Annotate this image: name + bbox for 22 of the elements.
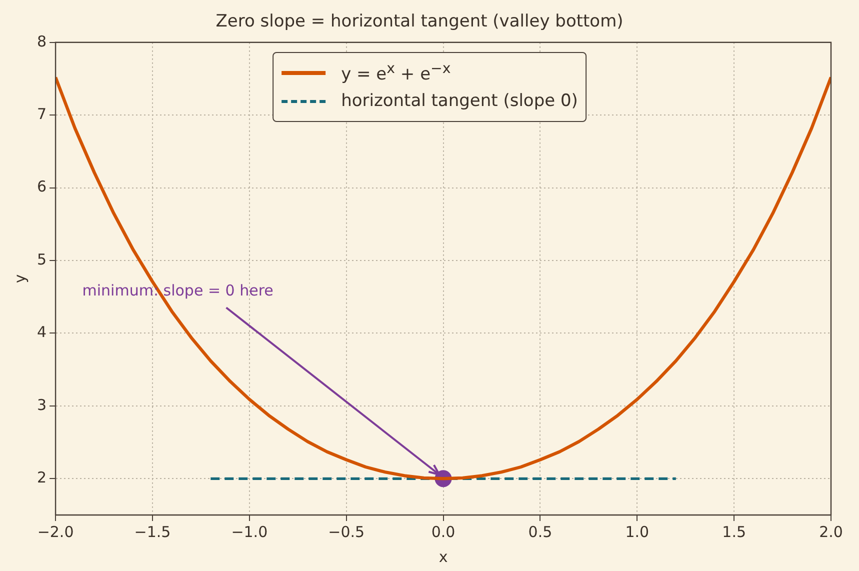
x-tick-label: 1.0 [625,522,650,541]
x-tick-label: 1.5 [722,522,746,541]
x-tick-label: −2.0 [37,522,74,541]
x-tick-label: 0.5 [528,522,552,541]
x-tick-label: −0.5 [328,522,365,541]
y-tick-label: 6 [36,178,47,196]
chart-title: Zero slope = horizontal tangent (valley bottom) [216,12,624,32]
x-tick-label: 0.0 [431,522,456,541]
y-tick-label: 2 [36,468,47,487]
y-axis-title: y [10,274,29,284]
y-tick-label: 8 [36,32,47,50]
x-axis-title: x [438,548,448,566]
x-tick-label: −1.0 [231,522,268,541]
y-tick-label: 4 [36,323,47,342]
x-tick-label: −1.5 [134,522,171,541]
y-tick-label: 7 [36,105,47,123]
y-tick-label: 3 [36,396,47,414]
legend-label: horizontal tangent (slope 0) [341,91,578,111]
y-tick-label: 5 [36,250,47,268]
annotation: minimum: slope = 0 here [82,282,274,300]
x-tick-label: 2.0 [819,522,843,541]
legend-label: y = e$^{x}$ + e$^{−x}$ [341,61,451,85]
